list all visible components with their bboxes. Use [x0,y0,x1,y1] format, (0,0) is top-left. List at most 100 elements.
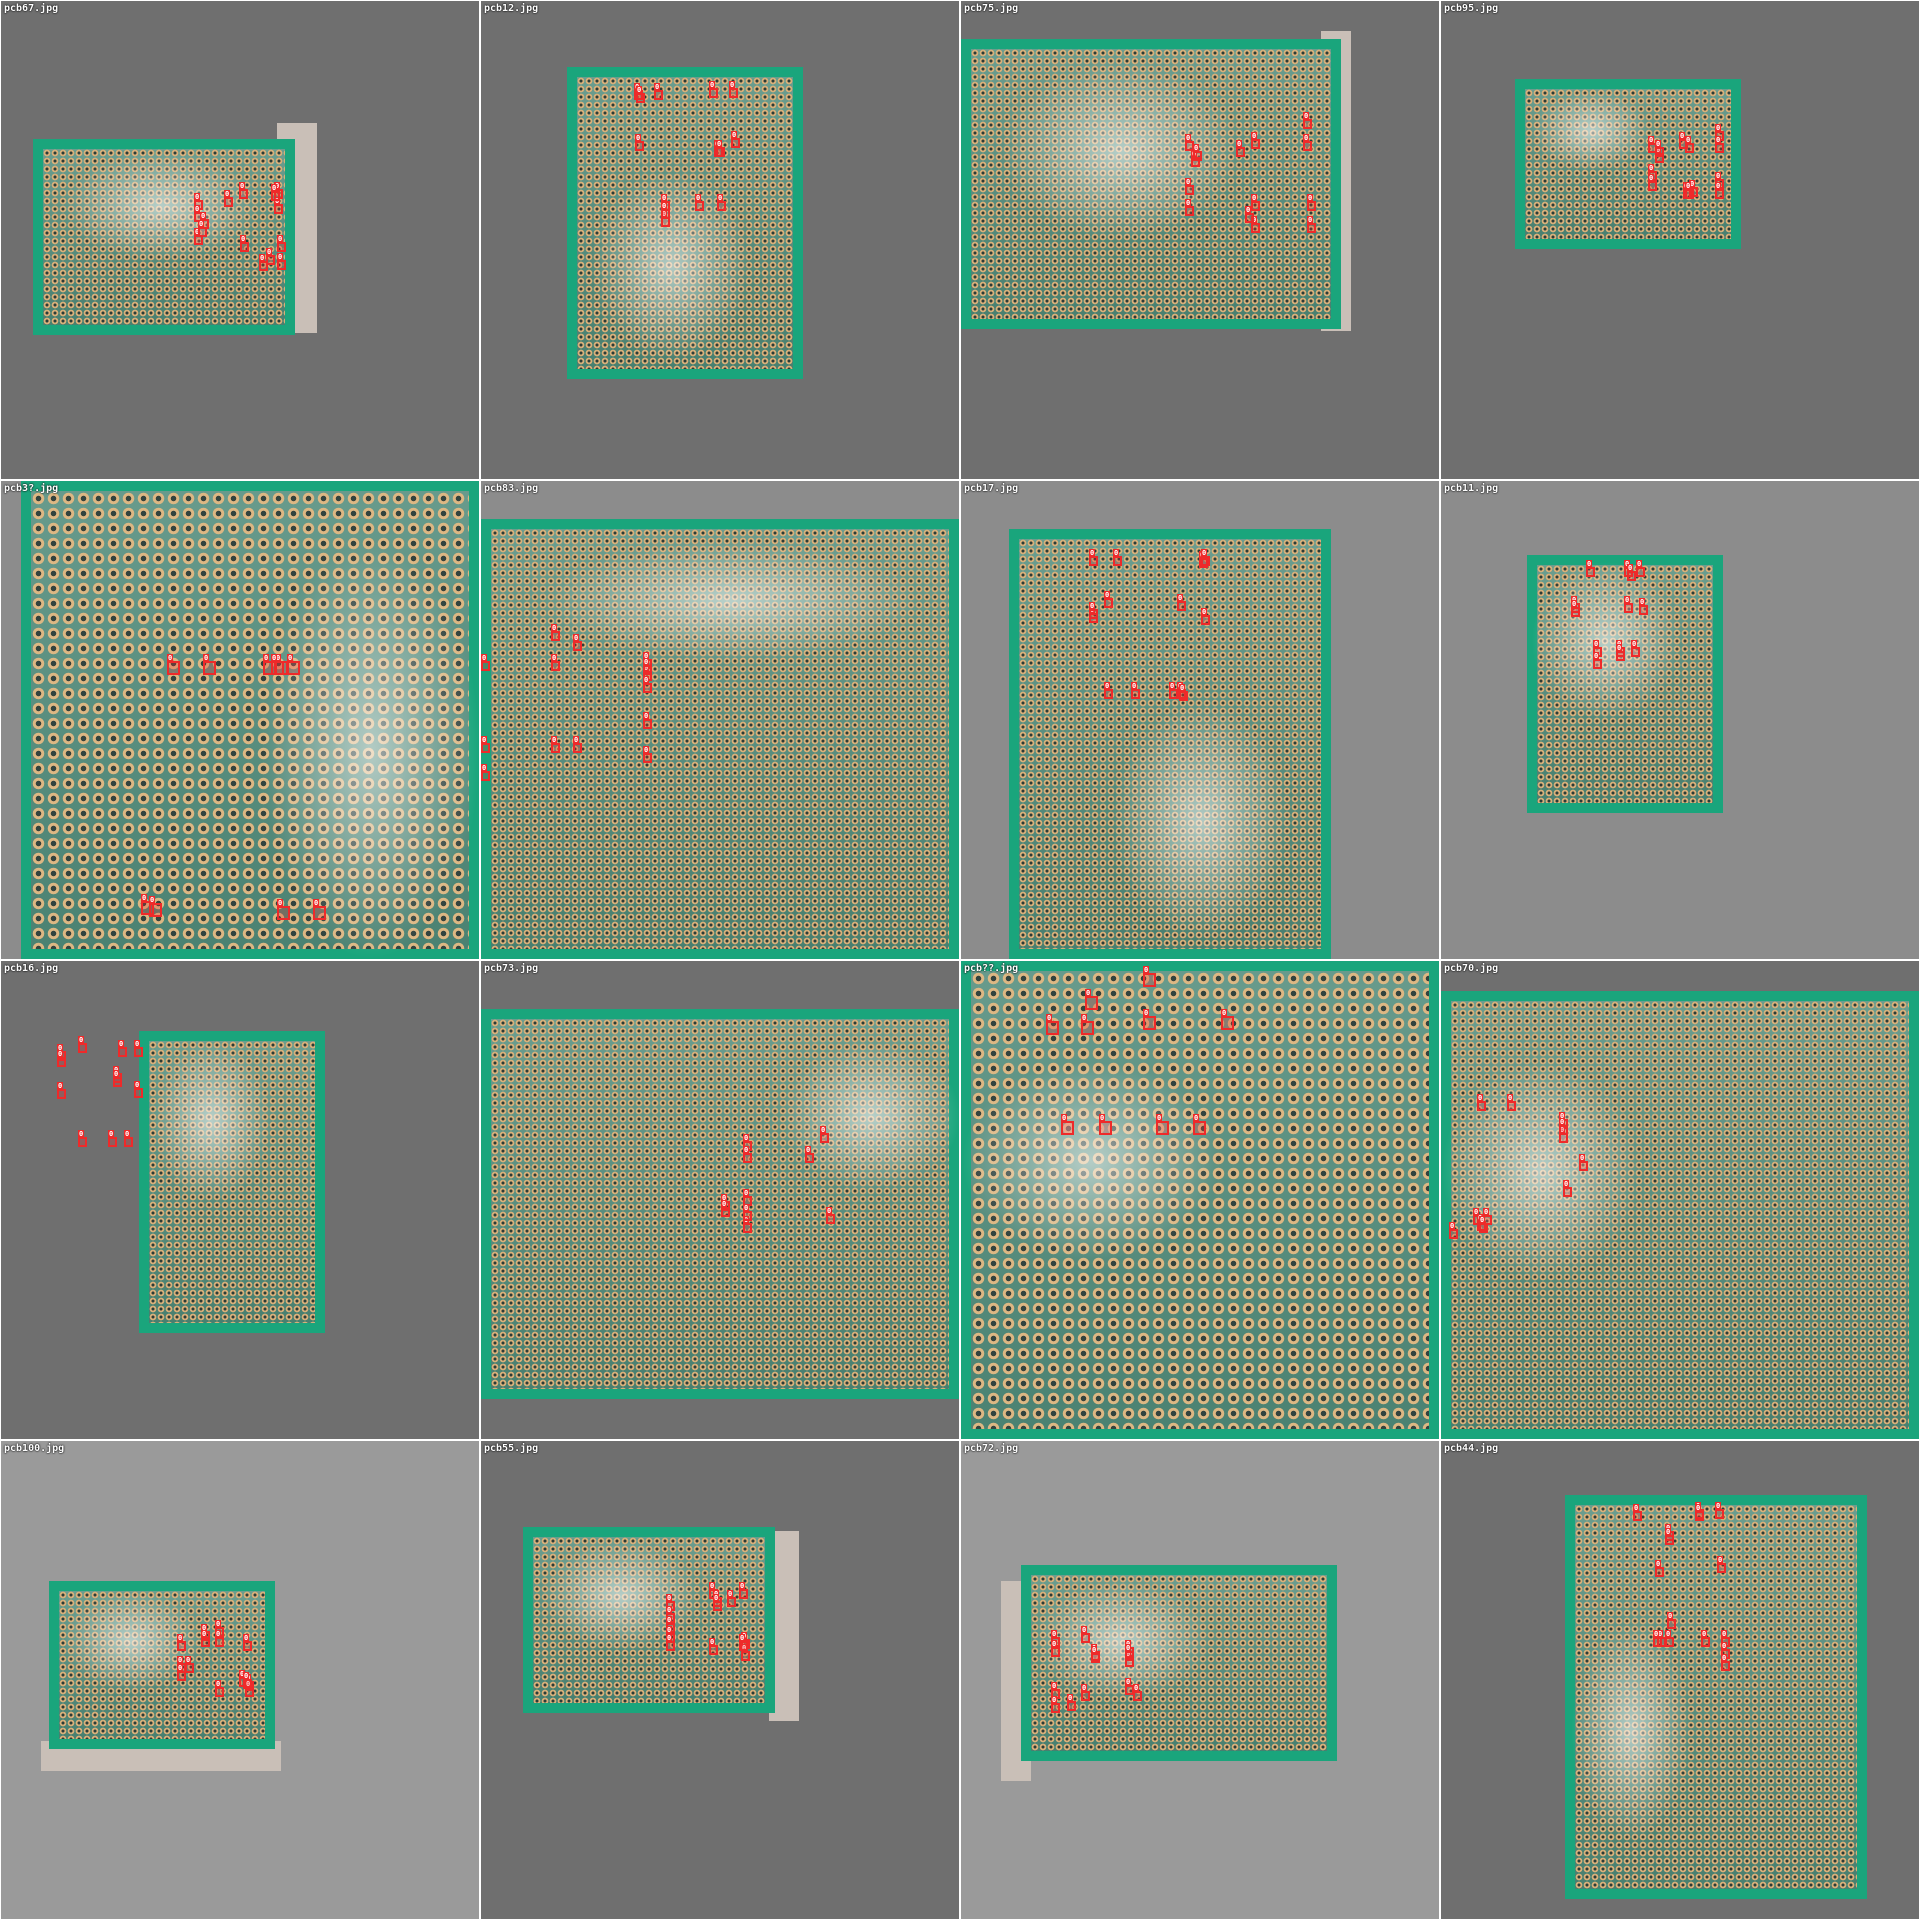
tile-filename: pcb75.jpg [964,3,1019,14]
grid-tile: 00000000000000pcb72.jpg [961,1441,1439,1919]
detection-class-label: 0 [1133,1684,1140,1692]
detection-class-label: 0 [1104,591,1111,599]
detection-class-label: 0 [717,194,724,202]
detection-box: 0 [1559,1118,1568,1135]
detection-box: 0 [1193,144,1202,161]
detection-box: 0 [1113,549,1122,566]
pcb-board [33,139,295,335]
detection-class-label: 0 [1507,1094,1514,1102]
detection-class-label: 0 [1579,1154,1586,1162]
detection-box: 0 [709,1638,718,1655]
detection-class-label: 0 [739,1582,746,1590]
detection-class-label: 0 [729,81,736,89]
detection-box: 0 [1133,1684,1142,1701]
detection-class-label: 0 [1571,600,1578,608]
detection-class-label: 0 [1051,1630,1058,1638]
detection-class-label: 0 [743,1204,750,1212]
detection-class-label: 0 [1185,199,1192,207]
detection-box: 0 [167,654,180,675]
pcb-board [1565,1495,1867,1899]
detection-box: 0 [654,83,663,100]
detection-class-label: 0 [277,235,284,243]
detection-box: 0 [717,194,726,211]
detection-box: 0 [636,86,645,103]
pcb-board [961,961,1439,1439]
detection-box: 0 [1665,1528,1674,1545]
grid-tile: 0 0 0 0 0 0 0 0 0 0 pcb??.jpg [961,961,1439,1439]
detection-box: 0 [1648,174,1657,191]
detection-class-label: 0 [1251,216,1258,224]
detection-class-label: 0 [1636,560,1643,568]
pcb-board [481,1009,959,1399]
detection-class-label: 0 [1624,596,1631,604]
detection-class-label: 0 [1653,1630,1660,1638]
detection-class-label: 0 [1193,144,1200,152]
detection-class-label: 0 [1089,549,1096,557]
detection-box: 0 [266,248,275,265]
detection-box: 0 [313,899,326,920]
detection-class-label: 0 [643,712,650,720]
detection-box: 0 [643,712,652,729]
detection-class-label: 0 [1307,216,1314,224]
detection-box: 0 [551,736,560,753]
detection-class-label: 0 [709,1638,716,1646]
detection-class-label: 0 [1685,136,1692,144]
detection-class-label: 0 [643,658,650,666]
detection-box: 0 [274,197,283,214]
detection-box: 0 [1715,136,1724,153]
detection-class-label: 0 [805,1146,812,1154]
grid-tile: 0000000000000000pcb44.jpg [1441,1441,1919,1919]
detection-class-label: 0 [1715,172,1722,180]
detection-class-label: 0 [731,131,738,139]
detection-class-label: 0 [134,1081,141,1089]
grid-tile: 0 0 0 0 0 0 0 0 0 0 pcb3?.jpg [1,481,479,959]
detection-class-label: 0 [78,1036,85,1044]
detection-box: 0 [1631,640,1640,657]
grid-tile: 000000000000pcb70.jpg [1441,961,1919,1439]
detection-class-label: 0 [1085,989,1092,997]
detection-class-label: 0 [1665,1528,1672,1536]
detection-class-label: 0 [573,736,580,744]
detection-class-label: 0 [1089,602,1096,610]
detection-class-label: 0 [1081,1014,1088,1022]
detection-class-label: 0 [643,746,650,754]
detection-class-label: 0 [1099,1114,1106,1122]
detection-box: 0 [1067,1694,1076,1711]
detection-box: 0 [124,1130,133,1147]
detection-box: 0 [277,253,286,270]
detection-class-label: 0 [1563,1180,1570,1188]
detection-box: 0 [118,1040,127,1057]
detection-class-label: 0 [1648,164,1655,172]
detection-box: 0 [224,190,233,207]
detection-box: 0 [1091,1646,1100,1663]
detection-box: 0 [149,896,162,917]
detection-class-label: 0 [177,1664,184,1672]
detection-box: 0 [1655,140,1664,157]
detection-class-label: 0 [134,1040,141,1048]
detection-box: 0 [177,1664,186,1681]
tile-filename: pcb??.jpg [964,963,1019,974]
detection-box: 0 [1303,112,1312,129]
detection-class-label: 0 [1051,1682,1058,1690]
detection-box: 0 [1089,602,1098,619]
detection-box: 0 [573,634,582,651]
pcb-board [139,1031,325,1333]
detection-box: 0 [1251,132,1260,149]
detection-box: 0 [805,1146,814,1163]
detection-box: 0 [1701,1630,1710,1647]
detection-box: 0 [1449,1222,1458,1239]
detection-class-label: 0 [743,1146,750,1154]
detection-class-label: 0 [1633,1504,1640,1512]
detection-class-label: 0 [203,654,210,662]
detection-box: 0 [1221,1009,1234,1030]
detection-box: 0 [185,1656,194,1673]
pcb-board [523,1527,775,1713]
grid-tile: 0 0 0 0 0 0 0 0 0 0 pcb73.jpg [481,961,959,1439]
detection-box: 0 [1303,134,1312,151]
pcb-board [1515,79,1741,249]
detection-class-label: 0 [1715,136,1722,144]
detection-class-label: 0 [1479,1216,1486,1224]
detection-class-label: 0 [215,1630,222,1638]
detection-class-label: 0 [194,228,201,236]
detection-box: 0 [1185,178,1194,195]
